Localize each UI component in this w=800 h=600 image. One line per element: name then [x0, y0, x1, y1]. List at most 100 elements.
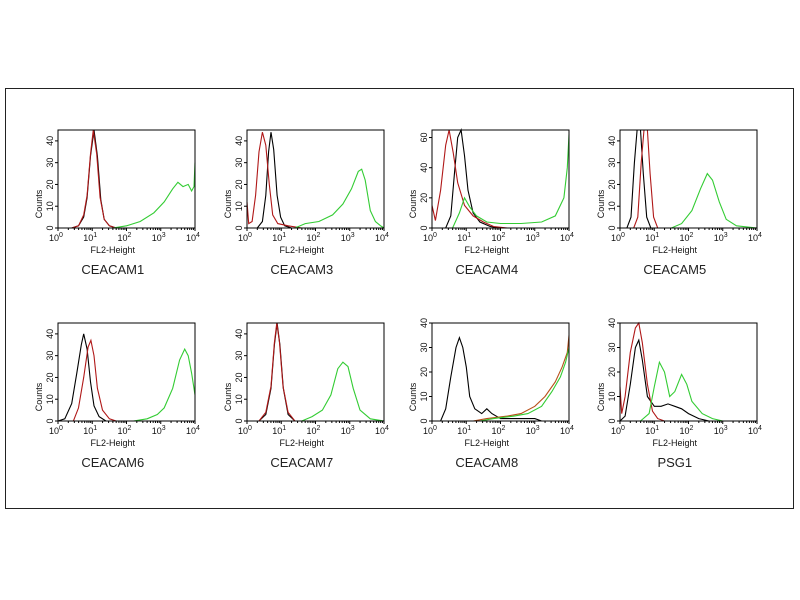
x-tick-label: 101 — [272, 425, 286, 436]
x-tick-exponent: 2 — [128, 232, 132, 239]
panel-title: PSG1 — [657, 455, 692, 470]
y-tick-label: 0 — [234, 418, 244, 423]
panel-title: CEACAM8 — [455, 455, 518, 470]
x-tick-label: 100 — [423, 232, 437, 243]
x-tick-label: 102 — [680, 425, 694, 436]
x-tick-label: 100 — [49, 232, 63, 243]
panel-title: CEACAM5 — [643, 262, 706, 277]
series-line-green — [432, 347, 570, 422]
x-tick-base: 10 — [492, 426, 502, 436]
x-tick-exponent: 2 — [690, 232, 694, 239]
y-tick-label: 0 — [45, 418, 55, 423]
panel-title: CEACAM1 — [81, 262, 144, 277]
x-tick-exponent: 2 — [502, 232, 506, 239]
series-line-red — [431, 129, 569, 229]
x-tick-base: 10 — [83, 426, 93, 436]
x-tick-label: 104 — [748, 425, 762, 436]
x-tick-label: 101 — [645, 425, 659, 436]
x-tick-base: 10 — [560, 233, 570, 243]
x-tick-label: 102 — [307, 425, 321, 436]
x-tick-exponent: 1 — [282, 232, 286, 239]
x-tick-base: 10 — [423, 426, 433, 436]
x-tick-base: 10 — [645, 233, 655, 243]
x-tick-exponent: 4 — [196, 232, 200, 239]
x-tick-label: 102 — [492, 425, 506, 436]
series-line-green — [247, 361, 385, 422]
x-tick-label: 103 — [341, 425, 355, 436]
y-tick-label: 40 — [45, 136, 55, 146]
y-tick-label: 30 — [234, 351, 244, 361]
y-tick-label: 40 — [45, 329, 55, 339]
x-tick-exponent: 3 — [536, 425, 540, 432]
x-tick-label: 103 — [152, 232, 166, 243]
x-tick-label: 101 — [272, 232, 286, 243]
x-axis-label: FL2-Height — [280, 438, 325, 448]
x-tick-base: 10 — [49, 233, 59, 243]
x-tick-base: 10 — [748, 426, 758, 436]
x-tick-exponent: 4 — [758, 232, 762, 239]
x-tick-exponent: 3 — [351, 232, 355, 239]
y-tick-label: 10 — [607, 201, 617, 211]
series-line-green — [58, 162, 196, 229]
x-tick-base: 10 — [423, 233, 433, 243]
y-tick-label: 40 — [234, 136, 244, 146]
x-tick-base: 10 — [152, 233, 162, 243]
x-tick-exponent: 3 — [351, 425, 355, 432]
x-tick-exponent: 0 — [248, 232, 252, 239]
x-tick-base: 10 — [526, 233, 536, 243]
x-tick-exponent: 2 — [317, 232, 321, 239]
x-tick-base: 10 — [680, 426, 690, 436]
series-line-red — [246, 132, 384, 229]
x-tick-base: 10 — [680, 233, 690, 243]
y-tick-label: 20 — [419, 193, 429, 203]
x-tick-base: 10 — [526, 426, 536, 436]
x-tick-label: 100 — [611, 425, 625, 436]
x-tick-exponent: 2 — [502, 425, 506, 432]
x-tick-exponent: 3 — [536, 232, 540, 239]
x-tick-exponent: 0 — [59, 425, 63, 432]
x-tick-label: 104 — [375, 232, 389, 243]
x-tick-exponent: 1 — [655, 425, 659, 432]
x-tick-label: 104 — [375, 425, 389, 436]
x-tick-exponent: 1 — [93, 425, 97, 432]
x-tick-label: 104 — [186, 425, 200, 436]
y-axis-label: Counts — [408, 189, 418, 218]
y-tick-label: 30 — [607, 342, 617, 352]
x-axis-label: FL2-Height — [91, 245, 136, 255]
x-tick-base: 10 — [457, 233, 467, 243]
y-axis-label: Counts — [34, 382, 44, 411]
x-tick-base: 10 — [49, 426, 59, 436]
y-tick-label: 40 — [419, 318, 429, 328]
x-tick-exponent: 0 — [59, 232, 63, 239]
y-tick-label: 0 — [45, 225, 55, 230]
x-tick-base: 10 — [238, 233, 248, 243]
x-tick-label: 104 — [560, 232, 574, 243]
x-tick-label: 102 — [492, 232, 506, 243]
x-tick-base: 10 — [186, 233, 196, 243]
y-tick-label: 20 — [607, 367, 617, 377]
y-tick-label: 60 — [419, 133, 429, 143]
x-tick-exponent: 4 — [570, 425, 574, 432]
x-tick-exponent: 1 — [282, 425, 286, 432]
x-tick-exponent: 0 — [621, 232, 625, 239]
series-line-red — [58, 338, 195, 422]
series-line-red — [432, 335, 570, 422]
x-tick-label: 100 — [238, 232, 252, 243]
x-tick-label: 102 — [680, 232, 694, 243]
series-line-black — [247, 132, 384, 229]
x-tick-label: 100 — [611, 232, 625, 243]
y-tick-label: 40 — [607, 318, 617, 328]
x-tick-label: 101 — [83, 232, 97, 243]
y-tick-label: 20 — [607, 179, 617, 189]
x-tick-label: 101 — [457, 425, 471, 436]
x-tick-base: 10 — [611, 233, 621, 243]
x-tick-label: 101 — [457, 232, 471, 243]
x-tick-base: 10 — [307, 426, 317, 436]
y-axis-label: Counts — [596, 189, 606, 218]
y-axis-label: Counts — [34, 189, 44, 218]
